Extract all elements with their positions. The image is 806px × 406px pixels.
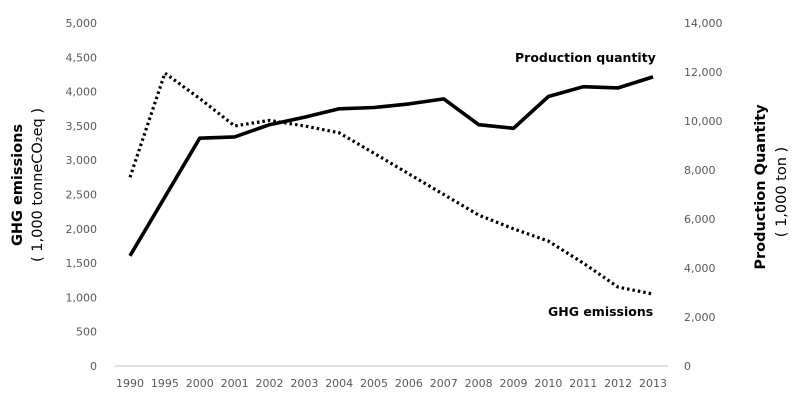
right-axis-title: Production Quantity bbox=[753, 104, 769, 270]
x-tick-label: 2006 bbox=[395, 377, 423, 390]
left-tick-label: 3,000 bbox=[66, 154, 98, 167]
right-tick-label: 4,000 bbox=[684, 262, 716, 275]
x-axis-ticks: 1990 1995 2000 2001 2002 2003 2004 2005 2006 2007… bbox=[116, 377, 667, 390]
series-label-production: Production quantity bbox=[515, 50, 656, 65]
left-axis-unit: ( 1,000 tonneCO₂eq ) bbox=[30, 108, 46, 262]
x-tick-label: 2008 bbox=[465, 377, 493, 390]
left-tick-label: 1,000 bbox=[66, 291, 98, 304]
ghg-emissions-line bbox=[128, 71, 654, 296]
x-tick-label: 2010 bbox=[534, 377, 562, 390]
left-tick-label: 3,500 bbox=[66, 120, 98, 133]
x-tick-label: 2004 bbox=[325, 377, 353, 390]
left-tick-label: 2,500 bbox=[66, 189, 98, 202]
left-tick-label: 500 bbox=[76, 326, 97, 339]
right-tick-label: 10,000 bbox=[684, 115, 723, 128]
x-tick-label: 2013 bbox=[639, 377, 667, 390]
left-tick-label: 5,000 bbox=[66, 17, 98, 30]
left-tick-label: 4,000 bbox=[66, 86, 98, 99]
left-tick-label: 0 bbox=[90, 360, 97, 373]
x-tick-label: 2009 bbox=[500, 377, 528, 390]
right-axis-unit: ( 1,000 ton ) bbox=[774, 147, 790, 237]
right-tick-label: 0 bbox=[684, 360, 691, 373]
right-tick-label: 14,000 bbox=[684, 17, 723, 30]
x-tick-label: 2012 bbox=[604, 377, 632, 390]
series-label-ghg: GHG emissions bbox=[548, 304, 653, 319]
left-tick-label: 4,500 bbox=[66, 51, 98, 64]
left-tick-label: 1,500 bbox=[66, 257, 98, 270]
x-tick-label: 1990 bbox=[116, 377, 144, 390]
series-layer bbox=[128, 71, 654, 296]
x-tick-label: 1995 bbox=[151, 377, 179, 390]
x-tick-label: 2003 bbox=[290, 377, 318, 390]
left-axis-ticks: 0 500 1,000 1,500 2,000 2,500 3,000 3,500 4,000 4… bbox=[66, 17, 98, 373]
left-tick-label: 2,000 bbox=[66, 223, 98, 236]
right-tick-label: 6,000 bbox=[684, 213, 716, 226]
x-tick-label: 2002 bbox=[255, 377, 283, 390]
left-axis-title: GHG emissions bbox=[10, 124, 26, 246]
right-axis-ticks: 0 2,000 4,000 6,000 8,000 10,000 12,000 14,000 bbox=[684, 17, 723, 373]
right-tick-label: 8,000 bbox=[684, 164, 716, 177]
x-tick-label: 2001 bbox=[221, 377, 249, 390]
right-tick-label: 12,000 bbox=[684, 66, 723, 79]
x-tick-label: 2000 bbox=[186, 377, 214, 390]
x-tick-label: 2011 bbox=[569, 377, 597, 390]
x-tick-label: 2007 bbox=[430, 377, 458, 390]
production-quantity-line bbox=[128, 75, 654, 257]
right-tick-label: 2,000 bbox=[684, 311, 716, 324]
x-tick-label: 2005 bbox=[360, 377, 388, 390]
